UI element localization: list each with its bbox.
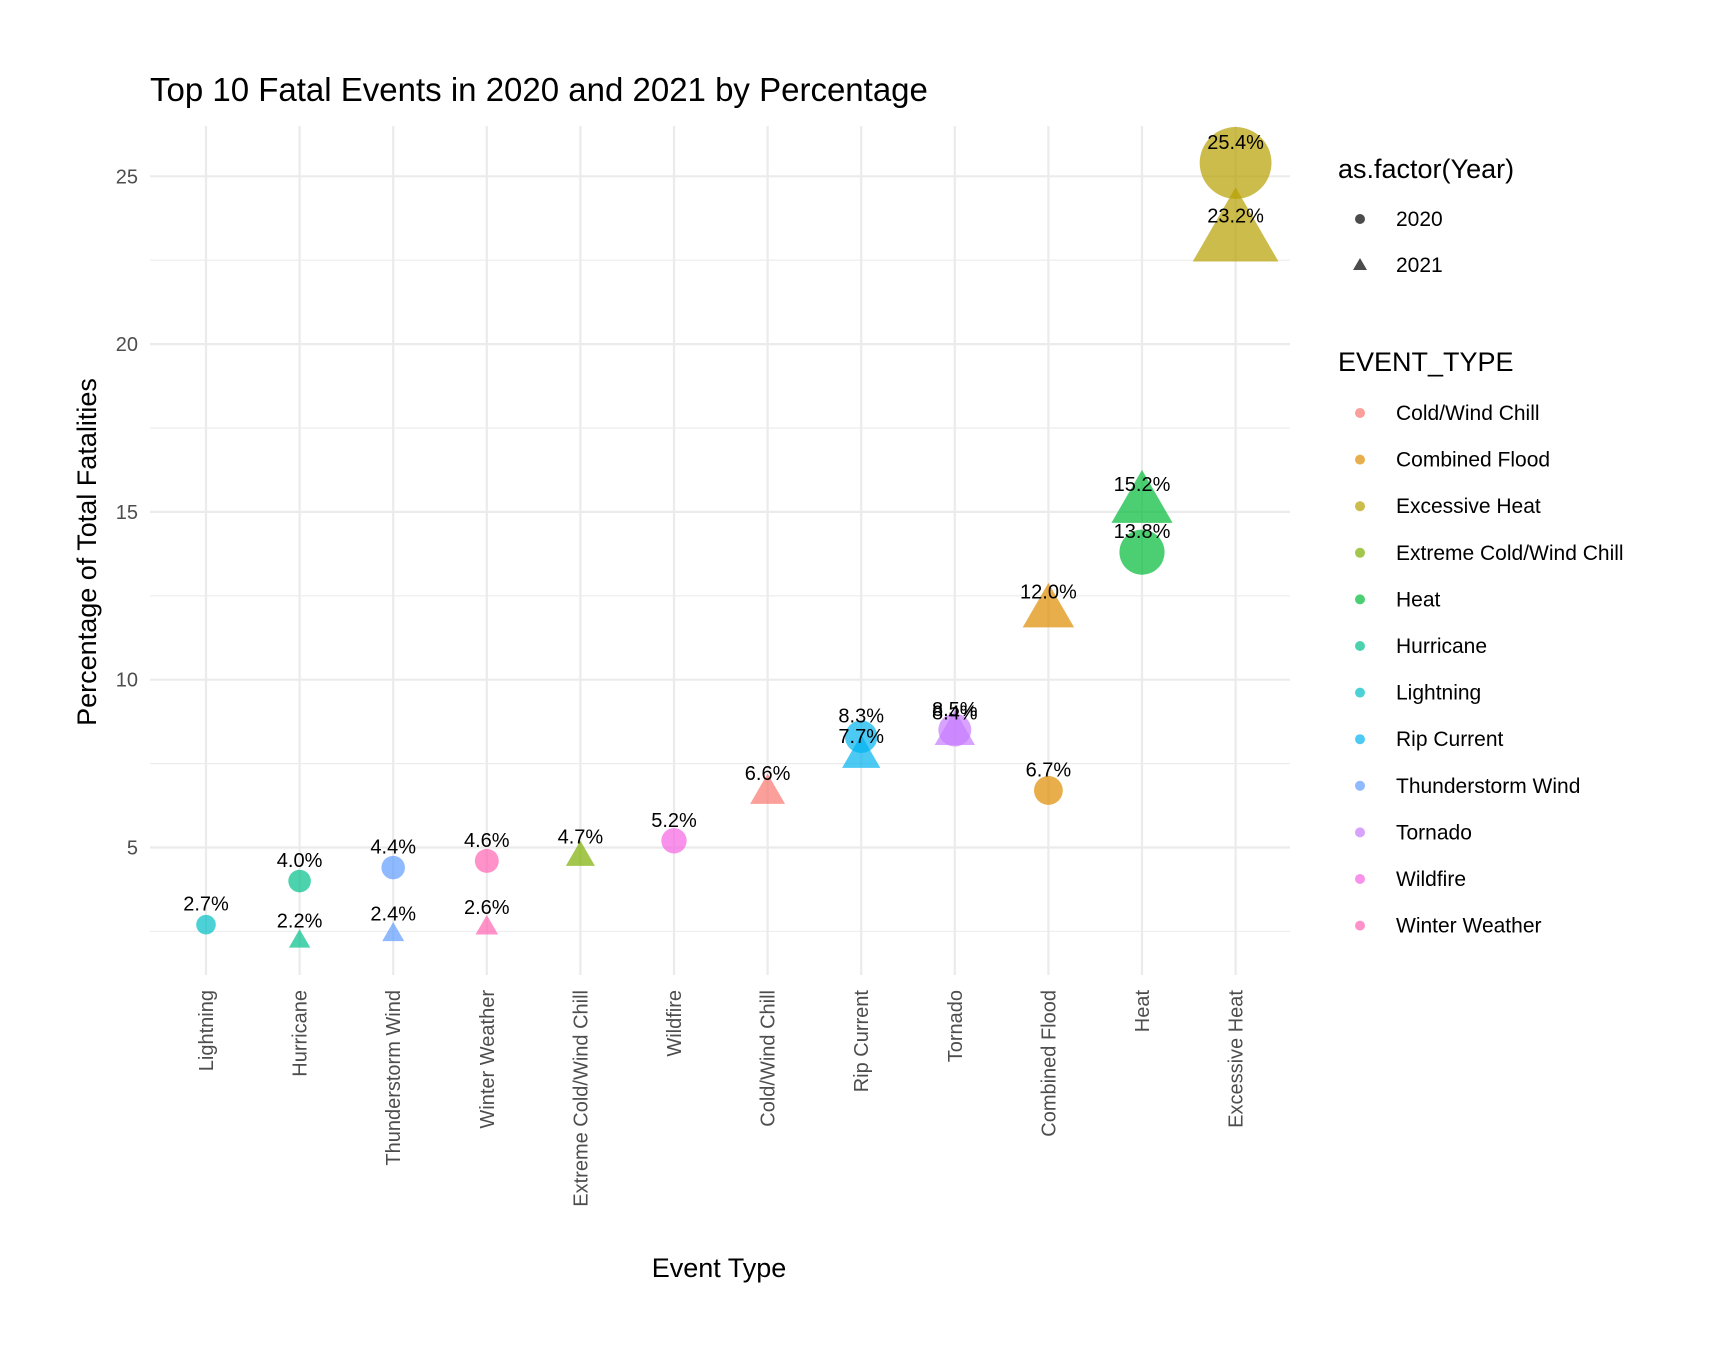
data-label: 2.6% (464, 897, 510, 919)
data-label: 2.2% (277, 910, 323, 932)
legend-color-swatch (1355, 920, 1365, 931)
data-point-circle (381, 855, 405, 880)
x-tick-label: Winter Weather (477, 990, 499, 1129)
data-label: 23.2% (1207, 206, 1264, 228)
legend-color-swatch (1355, 827, 1365, 838)
legend-entry-label: 2020 (1396, 208, 1443, 231)
y-tick-label: 20 (116, 334, 138, 356)
data-point-triangle (565, 840, 595, 866)
legend-color-swatch (1355, 547, 1365, 558)
data-point-circle (1119, 529, 1165, 575)
legend-circle-icon (1355, 214, 1365, 224)
data-point-circle (288, 869, 311, 893)
legend-color-swatch (1355, 734, 1365, 745)
data-label: 2.7% (183, 894, 229, 916)
legend-entry-label: Cold/Wind Chill (1396, 402, 1540, 425)
data-label: 6.7% (1026, 759, 1072, 781)
data-label: 8.5% (932, 699, 978, 721)
data-label: 5.2% (651, 810, 697, 832)
data-label: 4.4% (370, 837, 416, 859)
y-tick-label: 25 (116, 166, 138, 188)
data-label: 15.2% (1114, 474, 1171, 496)
data-point-triangle (1192, 187, 1279, 262)
chart-title: Top 10 Fatal Events in 2020 and 2021 by … (150, 71, 928, 108)
data-point-triangle (934, 710, 975, 746)
legend-entry-label: Thunderstorm Wind (1396, 775, 1580, 798)
legend-entry-label: Wildfire (1396, 868, 1466, 891)
data-point-triangle (475, 914, 499, 935)
legend: as.factor(Year) 2020 2021 EVENT_TYPE Cold/Wi… (1338, 154, 1624, 938)
x-tick-label: Tornado (945, 990, 967, 1062)
data-point-circle (1033, 776, 1063, 805)
data-label: 4.7% (558, 827, 604, 849)
data-point-circle (196, 914, 216, 935)
legend-triangle-icon (1353, 258, 1367, 270)
data-label: 8.3% (838, 706, 884, 728)
data-point-triangle (750, 773, 786, 804)
data-label: 6.6% (745, 763, 791, 785)
y-axis-title: Percentage of Total Fatalities (72, 378, 102, 726)
data-label: 4.6% (464, 830, 510, 852)
data-label: 4.0% (277, 850, 323, 872)
legend-color-swatch (1355, 408, 1365, 418)
data-label: 7.7% (838, 726, 884, 748)
legend-entry-label: Heat (1396, 588, 1441, 611)
legend-entry-label: Combined Flood (1396, 449, 1550, 472)
legend-entry-label: Rip Current (1396, 728, 1504, 751)
data-label: 12.0% (1020, 582, 1077, 604)
legend-color-swatch (1355, 501, 1365, 512)
legend-color-swatch (1355, 594, 1365, 605)
y-tick-label: 10 (116, 670, 138, 692)
x-tick-label: Extreme Cold/Wind Chill (570, 990, 592, 1207)
y-tick-label: 5 (127, 837, 138, 859)
legend-color-swatch (1355, 641, 1365, 651)
x-tick-label: Wildfire (664, 990, 686, 1057)
x-axis-title: Event Type (652, 1253, 787, 1283)
legend-entry-label: Excessive Heat (1396, 495, 1541, 518)
x-tick-label: Rip Current (851, 990, 873, 1093)
data-label: 2.4% (370, 904, 416, 926)
legend-entry-label: Lightning (1396, 682, 1481, 705)
x-tick-label: Combined Flood (1038, 990, 1060, 1137)
x-tick-label: Heat (1132, 990, 1154, 1033)
legend-entry-label: 2021 (1396, 254, 1443, 277)
legend-entry-label: Tornado (1396, 821, 1472, 844)
x-tick-label: Hurricane (290, 990, 312, 1077)
data-point-circle (474, 848, 499, 873)
legend-entry-label: Extreme Cold/Wind Chill (1396, 542, 1624, 565)
data-label: 8.4% (932, 702, 978, 724)
x-tick-label: Cold/Wind Chill (758, 990, 780, 1127)
data-point-triangle (1022, 582, 1075, 628)
legend-entry-label: Hurricane (1396, 635, 1487, 658)
legend-color-swatch (1355, 874, 1365, 884)
data-point-triangle (288, 929, 311, 948)
data-label: 25.4% (1207, 132, 1264, 154)
data-point-circle (1199, 127, 1272, 199)
data-point-triangle (382, 922, 405, 942)
legend-color-swatch (1355, 780, 1365, 791)
legend-color-swatch (1355, 687, 1365, 698)
data-point-triangle (1111, 469, 1173, 523)
x-tick-label: Thunderstorm Wind (383, 990, 405, 1166)
legend-entry-label: Winter Weather (1396, 915, 1542, 938)
data-point-circle (661, 828, 687, 854)
data-label: 13.8% (1114, 521, 1171, 543)
x-tick-label: Lightning (196, 990, 218, 1071)
shape-legend-title: as.factor(Year) (1338, 154, 1514, 184)
x-tick-label: Excessive Heat (1226, 990, 1248, 1128)
legend-color-swatch (1355, 454, 1365, 465)
y-tick-label: 15 (116, 502, 138, 524)
color-legend-title: EVENT_TYPE (1338, 347, 1514, 377)
data-point-triangle (842, 734, 881, 768)
